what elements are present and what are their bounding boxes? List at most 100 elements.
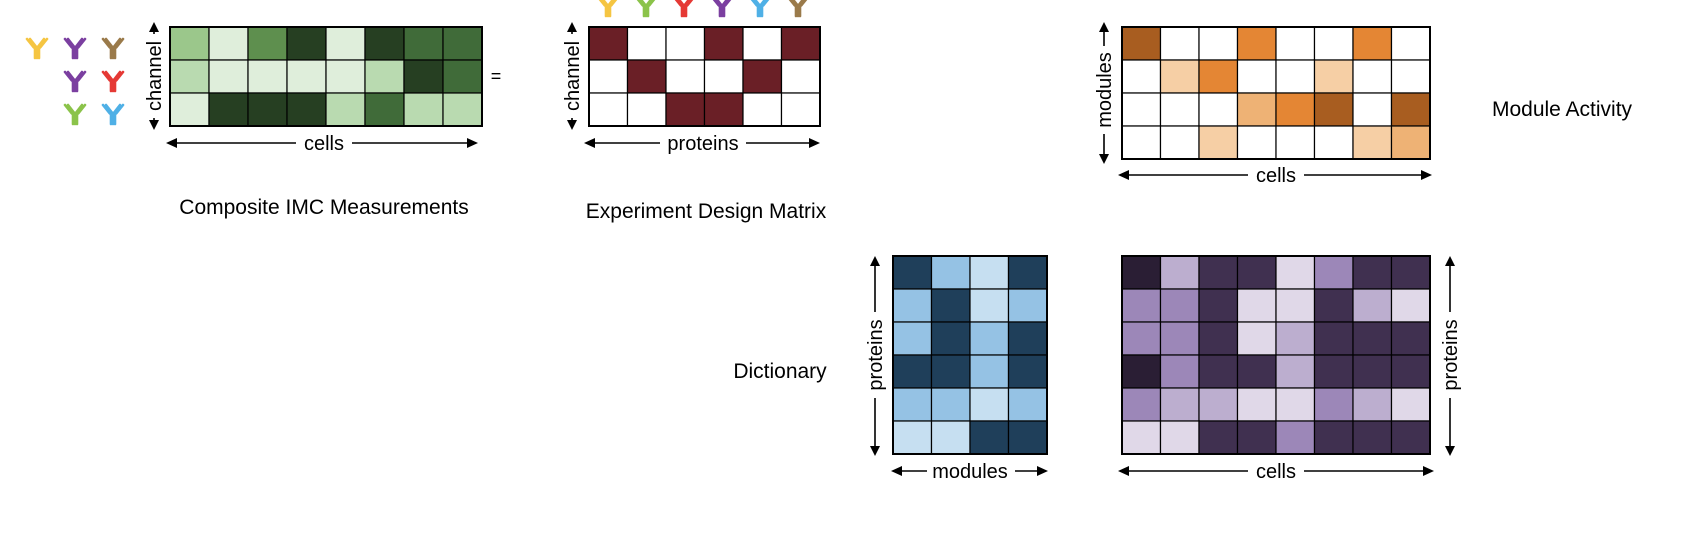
activity-cell: [1159, 59, 1200, 94]
reconstruction-cell: [1390, 354, 1431, 389]
reconstruction-cell: [1198, 321, 1239, 356]
dictionary-title: Dictionary: [733, 360, 827, 383]
activity-cell: [1313, 92, 1354, 127]
composite-cell: [247, 26, 288, 61]
axis-label-proteins: proteins: [865, 319, 887, 390]
composite-cell: [286, 26, 327, 61]
composite-cell: [169, 59, 210, 94]
activity-title: Module Activity: [1492, 98, 1633, 121]
composite-cell: [325, 26, 366, 61]
dictionary-cell: [969, 321, 1010, 356]
axis-label-modules: modules: [932, 461, 1008, 483]
dictionary-cell: [1007, 354, 1048, 389]
reconstruction-cell: [1236, 288, 1277, 323]
design-cell: [742, 59, 783, 94]
reconstruction-cell: [1390, 420, 1431, 455]
reconstruction-cell: [1313, 321, 1354, 356]
reconstruction-cell: [1275, 354, 1316, 389]
activity-cell: [1313, 26, 1354, 61]
dictionary-cell: [930, 321, 971, 356]
antibody-icon: [101, 70, 125, 93]
reconstruction-cell: [1352, 255, 1393, 290]
design-channel-axis: channel: [558, 22, 586, 130]
dictionary-cell: [1007, 255, 1048, 290]
activity-cell: [1236, 26, 1277, 61]
reconstruction-cell: [1313, 420, 1354, 455]
dictionary-cell: [930, 354, 971, 389]
composite-cell: [403, 92, 444, 127]
reconstruction-cell: [1121, 420, 1162, 455]
dictionary-cell: [930, 255, 971, 290]
activity-cell: [1121, 92, 1162, 127]
reconstruction-cell: [1236, 255, 1277, 290]
activity-cell: [1275, 59, 1316, 94]
reconstruction-cell: [1352, 321, 1393, 356]
dictionary-cell: [1007, 321, 1048, 356]
dictionary-proteins-axis: proteins: [861, 256, 889, 456]
reconstruction-cell: [1352, 387, 1393, 422]
reconstruction-cell: [1236, 354, 1277, 389]
axis-label-cells: cells: [1256, 165, 1296, 187]
composite-cell: [247, 59, 288, 94]
antibody-legend-design: [596, 0, 810, 18]
axis-label-proteins: proteins: [1440, 319, 1462, 390]
activity-cells-axis: cells: [1118, 163, 1432, 187]
activity-cell: [1390, 59, 1431, 94]
composite-channel-axis: channel: [140, 22, 168, 130]
reconstruction-cell: [1275, 387, 1316, 422]
composite-cell: [364, 92, 405, 127]
composite-cell: [208, 26, 249, 61]
composite-cell: [442, 26, 483, 61]
activity-cell: [1198, 59, 1239, 94]
reconstruction-cell: [1313, 354, 1354, 389]
design-cell: [588, 26, 629, 61]
reconstruction-cell: [1352, 420, 1393, 455]
reconstruction-proteins-axis: proteins: [1436, 256, 1464, 456]
reconstruction-cell: [1121, 387, 1162, 422]
dictionary-cell: [892, 354, 933, 389]
design-cell: [703, 26, 744, 61]
composite-cell: [208, 92, 249, 127]
design-cell: [742, 26, 783, 61]
dictionary-cell: [969, 354, 1010, 389]
axis-label-proteins: proteins: [667, 133, 738, 155]
design-cell: [742, 92, 783, 127]
activity-cell: [1352, 59, 1393, 94]
activity-cell: [1121, 59, 1162, 94]
reconstruction-cell: [1352, 288, 1393, 323]
dictionary-cell: [930, 420, 971, 455]
composite-matrix: [169, 26, 483, 127]
activity-cell: [1159, 125, 1200, 160]
reconstruction-cell: [1236, 321, 1277, 356]
reconstruction-cell: [1236, 387, 1277, 422]
composite-cell: [325, 59, 366, 94]
axis-label-modules: modules: [1094, 52, 1116, 128]
composite-frame: [169, 26, 483, 127]
composite-cell: [169, 26, 210, 61]
activity-matrix: [1121, 26, 1431, 160]
reconstruction-cell: [1198, 420, 1239, 455]
reconstruction-cell: [1275, 255, 1316, 290]
reconstruction-cell: [1121, 321, 1162, 356]
activity-cell: [1121, 26, 1162, 61]
dictionary-cell: [930, 288, 971, 323]
dictionary-cell: [892, 288, 933, 323]
design-cell: [665, 92, 706, 127]
antibody-icon: [25, 37, 49, 60]
dictionary-cell: [969, 420, 1010, 455]
composite-cell: [286, 59, 327, 94]
axis-label-channel: channel: [144, 41, 166, 111]
antibody-icon: [596, 0, 620, 18]
antibody-icon: [786, 0, 810, 18]
reconstruction-cell: [1159, 288, 1200, 323]
composite-cell: [442, 92, 483, 127]
reconstruction-cell: [1159, 321, 1200, 356]
antibody-icon: [63, 37, 87, 60]
composite-cell: [364, 59, 405, 94]
reconstruction-frame: [1121, 255, 1431, 455]
reconstruction-cell: [1159, 387, 1200, 422]
dictionary-cell: [969, 288, 1010, 323]
activity-cell: [1390, 92, 1431, 127]
reconstruction-cell: [1121, 354, 1162, 389]
axis-label-cells: cells: [304, 133, 344, 155]
